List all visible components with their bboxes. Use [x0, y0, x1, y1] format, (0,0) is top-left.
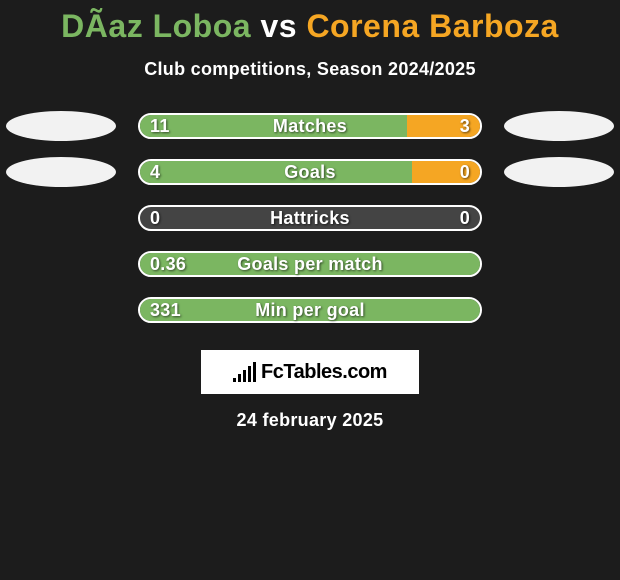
player2-name: Corena Barboza: [306, 8, 558, 44]
vs-text: vs: [251, 8, 306, 44]
page-title: DÃ­az Loboa vs Corena Barboza: [0, 0, 620, 45]
player1-photo-placeholder: [6, 157, 116, 187]
logo-box: FcTables.com: [201, 350, 419, 394]
stat-row: Goals4 0: [0, 154, 620, 200]
stat-left-value: 4: [150, 159, 160, 185]
stat-left-value: 0: [150, 205, 160, 231]
stat-left-value: 331: [150, 297, 181, 323]
subtitle: Club competitions, Season 2024/2025: [0, 59, 620, 80]
player2-photo-placeholder: [504, 157, 614, 187]
stat-label: Hattricks: [138, 205, 482, 231]
stat-rows: Matches113Goals40Hattricks00Goals per ma…: [0, 108, 620, 338]
stat-right-value: 3: [460, 113, 470, 139]
player2-photo-placeholder: [504, 111, 614, 141]
stat-row: Min per goal331: [0, 292, 620, 338]
stat-label: Goals: [138, 159, 482, 185]
stat-label: Matches: [138, 113, 482, 139]
stat-row: Hattricks0 0: [0, 200, 620, 246]
stat-right-value: 0: [460, 159, 470, 185]
stat-left-value: 0.36: [150, 251, 186, 277]
stat-label: Goals per match: [138, 251, 482, 277]
stat-row: Goals per match0.36: [0, 246, 620, 292]
stat-row: Matches11 3: [0, 108, 620, 154]
player1-name: DÃ­az Loboa: [61, 8, 251, 44]
logo-text: FcTables.com: [261, 361, 387, 384]
stat-left-value: 11: [150, 113, 170, 139]
player1-photo-placeholder: [6, 111, 116, 141]
date-text: 24 february 2025: [0, 410, 620, 431]
bar-chart-icon: [233, 362, 257, 382]
stat-right-value: 0: [460, 205, 470, 231]
stat-label: Min per goal: [138, 297, 482, 323]
